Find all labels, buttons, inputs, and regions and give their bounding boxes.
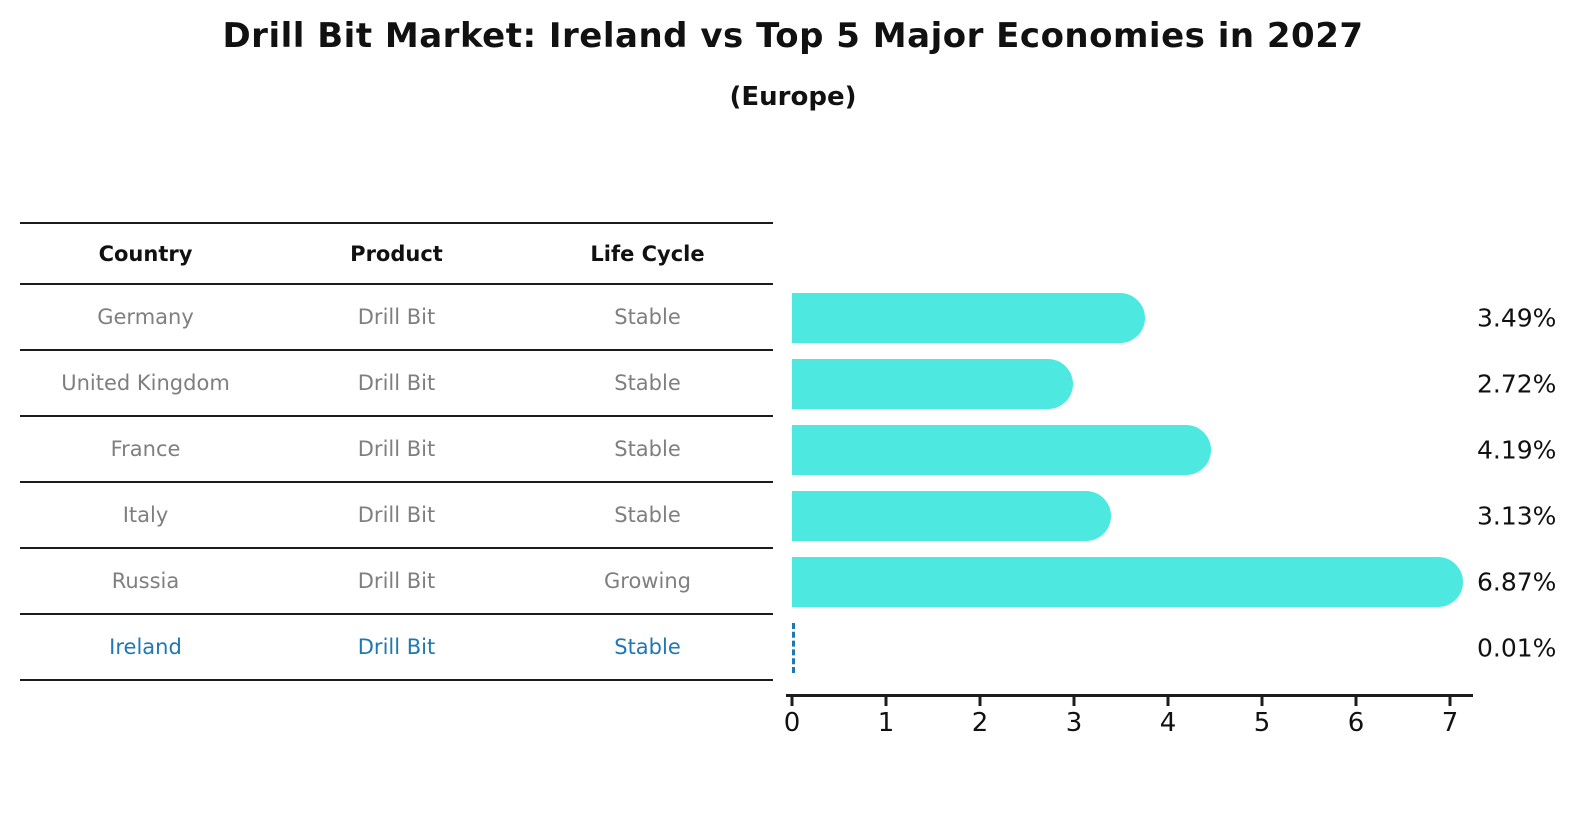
bar-value-label: 3.49% bbox=[1477, 303, 1557, 333]
bar-value-label: 6.87% bbox=[1477, 567, 1557, 597]
bar-value-label: 0.01% bbox=[1477, 633, 1557, 663]
x-tick-label: 4 bbox=[1159, 708, 1177, 738]
bar-germany bbox=[792, 293, 1145, 343]
column-header-product: Product bbox=[350, 241, 443, 266]
page-subtitle: (Europe) bbox=[729, 82, 857, 112]
table-cell-lifecycle: Stable bbox=[614, 635, 681, 659]
x-tick-mark bbox=[1448, 697, 1452, 706]
table-cell-product: Drill Bit bbox=[357, 569, 436, 593]
column-header-country: Country bbox=[98, 241, 193, 266]
table-cell-product: Drill Bit bbox=[357, 305, 436, 329]
table-cell-lifecycle: Stable bbox=[614, 437, 681, 461]
table-cell-lifecycle: Stable bbox=[614, 503, 681, 527]
table-row: United Kingdom Drill Bit Stable bbox=[20, 351, 773, 417]
table-row: Russia Drill Bit Growing bbox=[20, 549, 773, 615]
bar-value-label: 2.72% bbox=[1477, 369, 1557, 399]
x-axis-line bbox=[786, 694, 1473, 697]
bar-united-kingdom bbox=[792, 359, 1073, 409]
x-tick-label: 0 bbox=[783, 708, 801, 738]
x-tick-mark bbox=[884, 697, 888, 706]
x-tick-mark bbox=[1166, 697, 1170, 706]
x-tick-label: 5 bbox=[1253, 708, 1271, 738]
bar-value-label: 3.13% bbox=[1477, 501, 1557, 531]
table-cell-country: France bbox=[110, 437, 181, 461]
page-title: Drill Bit Market: Ireland vs Top 5 Major… bbox=[222, 16, 1364, 56]
x-tick-label: 6 bbox=[1347, 708, 1365, 738]
x-tick-label: 3 bbox=[1065, 708, 1083, 738]
bar-ireland bbox=[792, 623, 795, 673]
table-row: Italy Drill Bit Stable bbox=[20, 483, 773, 549]
table-cell-country: United Kingdom bbox=[61, 371, 230, 395]
table-body: Germany Drill Bit Stable United Kingdom Dril… bbox=[20, 285, 773, 681]
table-cell-country: Germany bbox=[97, 305, 194, 329]
table-cell-product: Drill Bit bbox=[357, 635, 436, 659]
table-cell-country: Russia bbox=[111, 569, 180, 593]
table-row: France Drill Bit Stable bbox=[20, 417, 773, 483]
bar-value-label: 4.19% bbox=[1477, 435, 1557, 465]
x-tick-label: 2 bbox=[971, 708, 989, 738]
x-tick-label: 7 bbox=[1441, 708, 1459, 738]
column-header-lifecycle: Life Cycle bbox=[590, 241, 705, 266]
table-cell-country: Italy bbox=[122, 503, 169, 527]
x-tick-label: 1 bbox=[877, 708, 895, 738]
x-tick-mark bbox=[790, 697, 794, 706]
table-cell-lifecycle: Stable bbox=[614, 371, 681, 395]
table-row: Ireland Drill Bit Stable bbox=[20, 615, 773, 681]
table-cell-country: Ireland bbox=[109, 635, 182, 659]
bar-france bbox=[792, 425, 1211, 475]
bar-russia bbox=[792, 557, 1463, 607]
comparison-table: Country Product Life Cycle Germany Drill … bbox=[20, 222, 773, 681]
table-header-row: Country Product Life Cycle bbox=[20, 222, 773, 285]
bar-italy bbox=[792, 491, 1111, 541]
x-tick-mark bbox=[1072, 697, 1076, 706]
table-cell-lifecycle: Stable bbox=[614, 305, 681, 329]
table-cell-product: Drill Bit bbox=[357, 371, 436, 395]
table-cell-lifecycle: Growing bbox=[604, 569, 691, 593]
table-row: Germany Drill Bit Stable bbox=[20, 285, 773, 351]
x-tick-mark bbox=[1354, 697, 1358, 706]
table-cell-product: Drill Bit bbox=[357, 437, 436, 461]
table-cell-product: Drill Bit bbox=[357, 503, 436, 527]
x-tick-mark bbox=[1260, 697, 1264, 706]
x-tick-mark bbox=[978, 697, 982, 706]
